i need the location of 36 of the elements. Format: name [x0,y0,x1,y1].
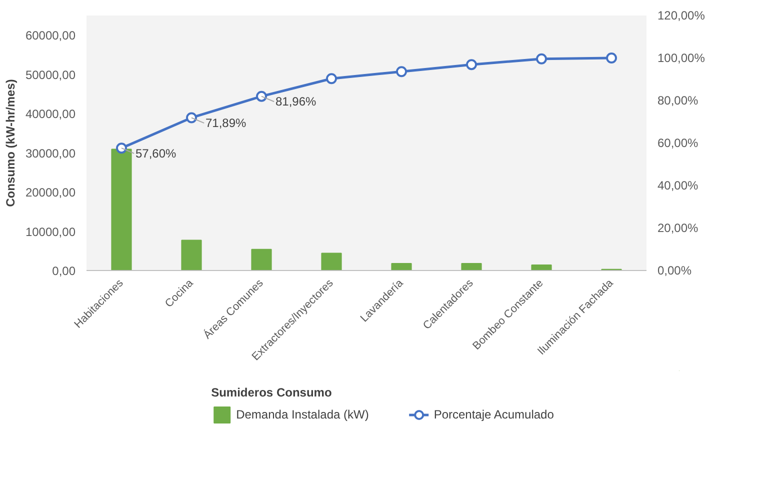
data-label: 81,96% [276,94,317,109]
legend-label: Demanda Instalada (kW) [236,408,369,422]
bar [181,240,202,270]
bar [321,252,342,270]
point [606,52,617,64]
bar [461,262,482,270]
bar [111,148,132,270]
point [536,53,547,64]
bar [531,264,552,270]
point [326,73,337,84]
point [116,142,127,154]
y2-tick-label: 120,00% [658,8,706,22]
point [186,112,197,124]
y2-tick-label: 0,00% [658,264,692,278]
y-axis-title: Consumo (kW-hr/mes) [3,79,18,207]
y-tick-label: 40000,00 [25,107,76,122]
y2-tick-label: 100,00% [658,51,706,65]
bar [251,248,272,270]
y-tick-label: 20000,00 [25,186,76,200]
point [396,66,407,78]
point [466,59,477,70]
point [256,90,267,102]
y2-tick-label: 60,00% [658,136,699,150]
legend-label: Porcentaje Acumulado [434,408,554,422]
y2-tick-label: 20,00% [658,221,699,235]
y-tick-label: 60000,00 [25,28,76,43]
y2-tick-label: 40,00% [658,178,699,192]
legend-title: Sumideros Consumo [211,386,333,400]
bar [391,262,412,270]
y-tick-label: 50000,00 [25,68,76,82]
y-tick-label: 30000,00 [25,146,76,160]
y2-tick-label: 80,00% [658,94,699,108]
y-tick-label: 0,00 [52,264,76,278]
data-label: 57,60% [136,146,177,160]
data-label: 71,89% [206,116,247,130]
y-tick-label: 10000,00 [25,224,76,239]
